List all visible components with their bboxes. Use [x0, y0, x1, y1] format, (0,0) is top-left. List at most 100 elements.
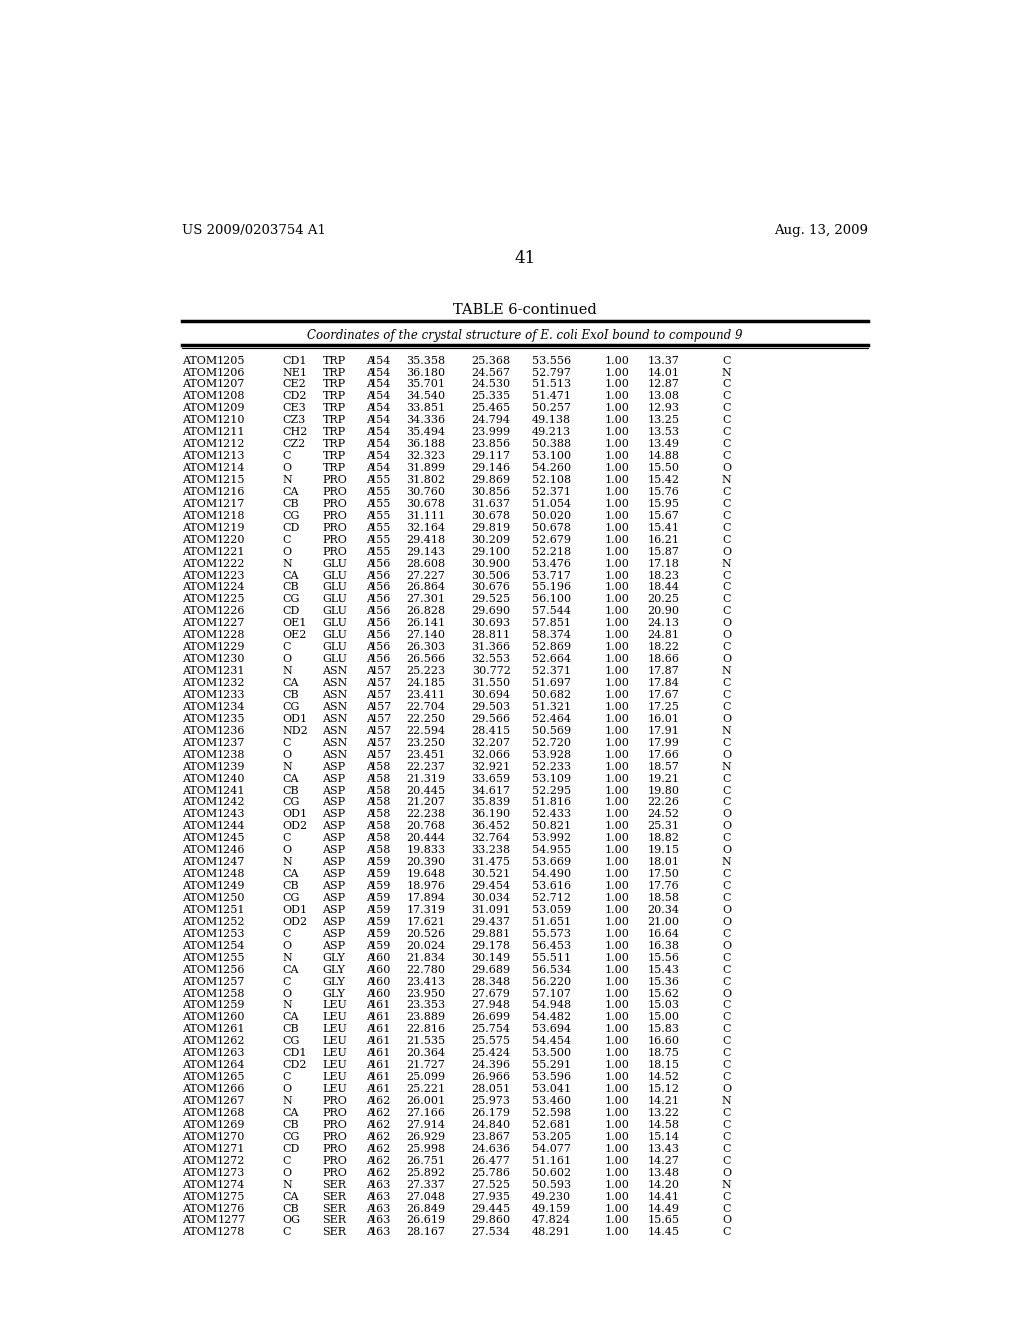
Text: 1205: 1205 [217, 355, 246, 366]
Text: ASP: ASP [323, 894, 345, 903]
Text: OD2: OD2 [283, 821, 308, 832]
Text: 28.415: 28.415 [471, 726, 511, 735]
Text: ASN: ASN [323, 714, 348, 723]
Text: LEU: LEU [323, 1084, 347, 1094]
Text: 1.00: 1.00 [605, 1168, 630, 1177]
Text: ATOM: ATOM [182, 451, 217, 461]
Text: OE2: OE2 [283, 630, 307, 640]
Text: 24.636: 24.636 [471, 1144, 511, 1154]
Text: 1.00: 1.00 [605, 714, 630, 723]
Text: C: C [723, 833, 731, 843]
Text: N: N [283, 1001, 293, 1011]
Text: CA: CA [283, 1107, 299, 1118]
Text: 1.00: 1.00 [605, 1192, 630, 1201]
Text: C: C [723, 977, 731, 986]
Text: 159: 159 [370, 880, 391, 891]
Text: ASN: ASN [323, 702, 348, 711]
Text: A: A [366, 463, 374, 473]
Text: 1.00: 1.00 [605, 594, 630, 605]
Text: 1215: 1215 [217, 475, 246, 484]
Text: 1258: 1258 [217, 989, 246, 998]
Text: A: A [366, 1001, 374, 1011]
Text: 17.87: 17.87 [648, 667, 680, 676]
Text: 1252: 1252 [217, 917, 246, 927]
Text: 161: 161 [370, 1012, 391, 1023]
Text: 23.889: 23.889 [407, 1012, 445, 1023]
Text: GLU: GLU [323, 570, 347, 581]
Text: 1239: 1239 [217, 762, 246, 772]
Text: O: O [283, 1084, 292, 1094]
Text: 1256: 1256 [217, 965, 246, 974]
Text: 25.786: 25.786 [471, 1168, 511, 1177]
Text: C: C [283, 1228, 291, 1237]
Text: 1251: 1251 [217, 906, 246, 915]
Text: 1.00: 1.00 [605, 523, 630, 533]
Text: 53.556: 53.556 [531, 355, 570, 366]
Text: C: C [723, 643, 731, 652]
Text: 1.00: 1.00 [605, 1180, 630, 1189]
Text: 1.00: 1.00 [605, 989, 630, 998]
Text: A: A [366, 869, 374, 879]
Text: A: A [366, 594, 374, 605]
Text: 158: 158 [370, 845, 391, 855]
Text: 32.164: 32.164 [407, 523, 445, 533]
Text: ATOM: ATOM [182, 606, 217, 616]
Text: ATOM: ATOM [182, 845, 217, 855]
Text: A: A [366, 546, 374, 557]
Text: 163: 163 [370, 1180, 391, 1189]
Text: ASP: ASP [323, 845, 345, 855]
Text: 155: 155 [370, 475, 391, 484]
Text: GLU: GLU [323, 655, 347, 664]
Text: 1.00: 1.00 [605, 953, 630, 962]
Text: 53.616: 53.616 [531, 880, 570, 891]
Text: 52.681: 52.681 [531, 1119, 570, 1130]
Text: 13.25: 13.25 [647, 416, 680, 425]
Text: 51.321: 51.321 [531, 702, 570, 711]
Text: 26.001: 26.001 [407, 1096, 445, 1106]
Text: 52.664: 52.664 [531, 655, 570, 664]
Text: 27.935: 27.935 [471, 1192, 511, 1201]
Text: 52.371: 52.371 [531, 487, 570, 496]
Text: 35.839: 35.839 [471, 797, 511, 808]
Text: 22.237: 22.237 [407, 762, 445, 772]
Text: ATOM: ATOM [182, 977, 217, 986]
Text: A: A [366, 1192, 374, 1201]
Text: 154: 154 [370, 451, 391, 461]
Text: 52.712: 52.712 [531, 894, 570, 903]
Text: 1240: 1240 [217, 774, 246, 784]
Text: 22.704: 22.704 [407, 702, 445, 711]
Text: CB: CB [283, 1024, 299, 1035]
Text: N: N [721, 1096, 731, 1106]
Text: ATOM: ATOM [182, 367, 217, 378]
Text: C: C [723, 678, 731, 688]
Text: 1275: 1275 [217, 1192, 246, 1201]
Text: ATOM: ATOM [182, 929, 217, 939]
Text: ATOM: ATOM [182, 906, 217, 915]
Text: ATOM: ATOM [182, 643, 217, 652]
Text: 25.424: 25.424 [471, 1048, 511, 1059]
Text: A: A [366, 1168, 374, 1177]
Text: ATOM: ATOM [182, 618, 217, 628]
Text: C: C [723, 1156, 731, 1166]
Text: 30.678: 30.678 [407, 499, 445, 510]
Text: Coordinates of the crystal structure of E. coli ExoI bound to compound 9: Coordinates of the crystal structure of … [307, 329, 742, 342]
Text: 47.824: 47.824 [531, 1216, 570, 1225]
Text: 29.445: 29.445 [471, 1204, 511, 1213]
Text: 163: 163 [370, 1216, 391, 1225]
Text: ASN: ASN [323, 690, 348, 700]
Text: ATOM: ATOM [182, 762, 217, 772]
Text: CE2: CE2 [283, 379, 306, 389]
Text: 13.22: 13.22 [647, 1107, 680, 1118]
Text: SER: SER [323, 1204, 346, 1213]
Text: 27.166: 27.166 [407, 1107, 445, 1118]
Text: 21.319: 21.319 [407, 774, 445, 784]
Text: 1276: 1276 [217, 1204, 246, 1213]
Text: 1.00: 1.00 [605, 1131, 630, 1142]
Text: 30.900: 30.900 [471, 558, 511, 569]
Text: 50.821: 50.821 [531, 821, 570, 832]
Text: 15.36: 15.36 [647, 977, 680, 986]
Text: 1216: 1216 [217, 487, 246, 496]
Text: A: A [366, 667, 374, 676]
Text: O: O [722, 989, 731, 998]
Text: ASP: ASP [323, 774, 345, 784]
